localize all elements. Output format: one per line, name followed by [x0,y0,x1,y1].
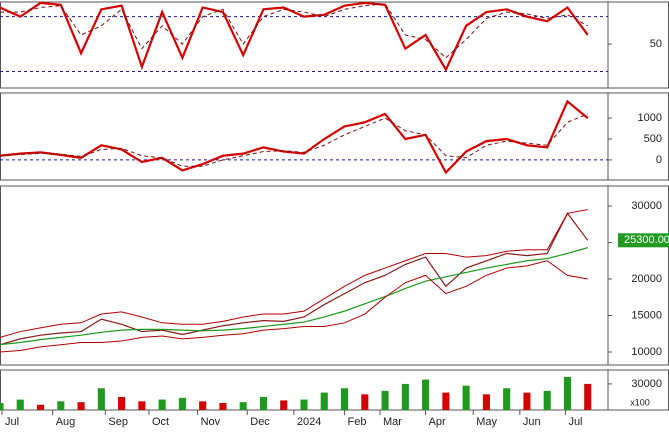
y-tick-label: 30000 [631,200,662,212]
volume-bar [36,404,45,410]
series-line [0,99,589,175]
x-tick-label: 2024 [297,416,321,428]
x-tick-label: Apr [429,416,446,428]
price-tag [618,233,669,248]
x-tick-label: Jul [5,416,19,428]
volume-bar [16,399,24,410]
series-line [0,212,589,346]
x-tick-label: Dec [250,416,270,428]
volume-bar [563,376,572,410]
volume-bar [462,385,470,410]
y-tick-label: 1000 [638,112,662,124]
y-tick-label: 30000 [631,378,662,390]
volume-bar [178,397,186,410]
unit-label: x100 [630,397,650,407]
x-tick-label: Mar [383,416,402,428]
series-line [0,209,588,338]
x-tick-label: Feb [348,416,367,428]
x-tick-label: Aug [56,416,76,428]
volume-bar [97,388,105,410]
volume-bar [300,399,308,410]
volume-bar [259,396,268,410]
volume-bar [118,396,126,410]
volume-bar [482,394,490,410]
x-tick-label: Nov [201,416,221,428]
volume-bar [239,402,247,410]
volume-bar [138,401,146,410]
x-tick-label: Oct [152,416,169,428]
y-tick-label: 10000 [631,346,662,358]
series-line [0,3,588,59]
series-line [0,247,588,346]
y-tick-label: 20000 [631,273,662,285]
volume-bar [340,388,349,410]
volume-bar [503,388,511,410]
volume-bar [158,399,166,410]
x-tick-label: May [476,416,497,428]
volume-bar [543,390,551,410]
panel-frame [0,92,669,181]
volume-bar [523,392,531,410]
price-tag-label: 25300.00 [624,234,669,246]
volume-bar [422,379,430,410]
volume-bar [219,403,227,410]
volume-bar [280,400,288,410]
x-tick-label: Jun [523,416,541,428]
series-line [0,113,588,167]
volume-bar [0,403,4,410]
y-tick-label: 500 [644,133,662,145]
volume-bar [199,401,207,410]
series-line [0,260,588,353]
volume-bar [361,394,369,410]
x-tick-label: Sep [108,416,128,428]
y-tick-label: 0 [656,154,662,166]
volume-bar [442,392,450,410]
volume-bar [381,390,389,410]
series-line [0,1,589,73]
volume-bar [320,392,328,410]
volume-bar [77,402,85,410]
volume-bar [57,401,65,410]
volume-bar [401,383,409,410]
y-tick-label: 15000 [631,309,662,321]
y-tick-label: 50 [650,38,662,50]
volume-bar [584,383,592,410]
x-tick-label: Jul [568,416,582,428]
